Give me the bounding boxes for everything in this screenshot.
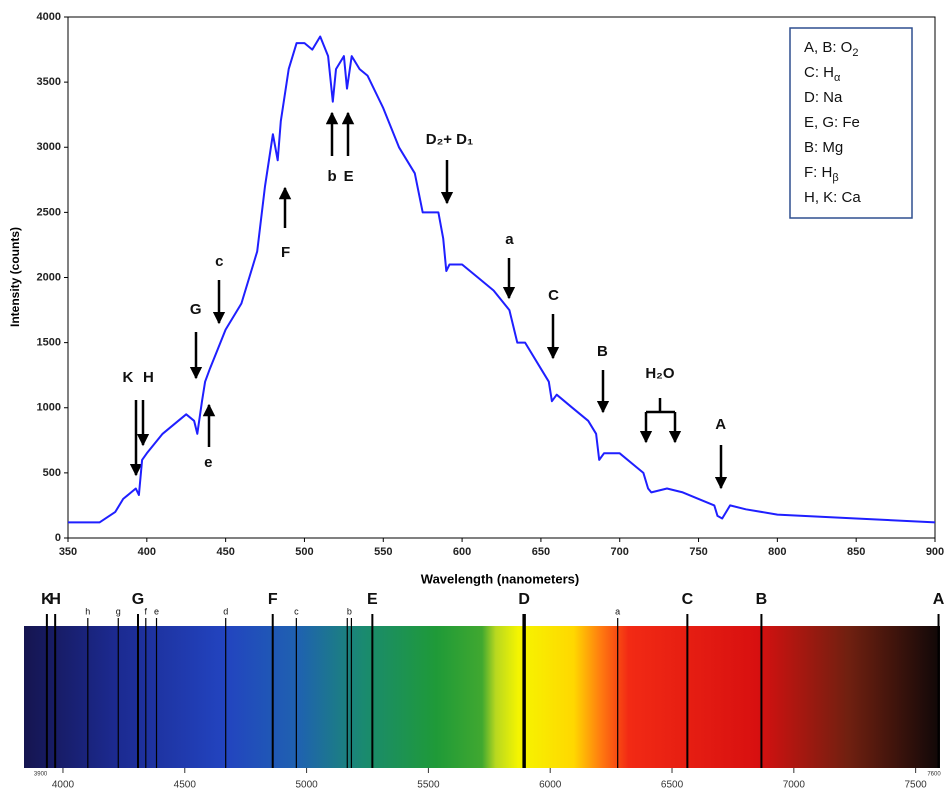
line-label: H [49,591,61,608]
legend-subscript: β [832,172,838,184]
line-label: h [85,606,90,616]
legend-text: C: H [804,64,834,81]
legend-entry: B: Mg [804,139,843,156]
line-label: c [294,606,299,616]
x-tick-label: 4000 [52,780,75,791]
legend-box [789,27,913,219]
y-tick-label: 2000 [37,271,61,283]
x-tick-label: 600 [453,546,471,558]
x-limit-label: 3900 [34,772,48,778]
legend-text: E, G: Fe [804,114,860,131]
x-tick-label: 450 [216,546,234,558]
line-label: f [145,606,148,616]
y-tick-label: 0 [55,532,61,544]
annotation: c [215,253,223,270]
x-tick-label: 750 [689,546,707,558]
x-tick-label: 6500 [661,780,684,791]
annotation: H₂O [645,365,674,382]
spectrum-strip [24,626,940,768]
legend-entry: A, B: O2 [804,39,858,59]
line-label: F [268,591,278,608]
x-tick-label: 550 [374,546,392,558]
x-tick-label: 500 [295,546,313,558]
annotation: D₂+ D₁ [426,131,473,148]
y-tick-label: 2500 [37,206,61,218]
line-label: G [132,591,144,608]
y-tick-label: 500 [43,467,61,479]
annotation: e [204,454,212,471]
legend-subscript: 2 [852,47,858,59]
line-label: A [933,591,945,608]
x-tick-label: 350 [59,546,77,558]
x-tick-label: 700 [611,546,629,558]
x-axis-title: Wavelength (nanometers) [421,571,579,586]
legend-entry: F: Hβ [804,164,839,184]
data-line [68,35,936,524]
line-label: b [347,606,352,616]
annotation: H [143,369,154,386]
annotation: A [715,416,726,433]
annotation: B [597,343,608,360]
x-tick-label: 850 [847,546,865,558]
legend-entry: H, K: Ca [804,189,861,206]
legend-entry: D: Na [804,89,843,106]
x-tick-label: 650 [532,546,550,558]
annotation: C [548,287,559,304]
bracket [646,398,675,414]
legend-text: H, K: Ca [804,189,861,206]
line-label: K [41,591,53,608]
legend-text: F: H [804,164,832,181]
x-tick-label: 5500 [417,780,440,791]
x-tick-label: 4500 [174,780,197,791]
legend-entry: C: Hα [804,64,841,84]
annotation: G [190,301,202,318]
legend-text: A, B: O [804,39,852,56]
legend-entry: E, G: Fe [804,114,860,131]
line-label: E [367,591,378,608]
x-tick-label: 900 [926,546,944,558]
y-tick-label: 1000 [37,402,61,414]
x-tick-label: 7000 [783,780,806,791]
legend-text: D: Na [804,89,843,106]
y-tick-label: 1500 [37,337,61,349]
line-label: B [756,591,768,608]
arrows [129,111,728,490]
y-tick-label: 3000 [37,141,61,153]
x-tick-label: 6000 [539,780,562,791]
line-label: d [223,606,228,616]
annotation: b [327,168,336,185]
y-tick-label: 3500 [37,76,61,88]
x-tick-label: 800 [768,546,786,558]
line-label: C [682,591,694,608]
line-label: e [154,606,159,616]
legend-text: B: Mg [804,139,843,156]
x-tick-label: 7500 [905,780,928,791]
x-tick-label: 5000 [295,780,318,791]
annotation: E [344,168,354,185]
annotation: F [281,244,290,261]
line-label: D [518,591,530,608]
y-axis-title: Intensity (counts) [8,227,22,327]
annotation: K [122,369,133,386]
line-label: g [116,606,121,616]
y-tick-label: 4000 [37,11,61,23]
x-limit-label: 7600 [927,772,941,778]
legend-subscript: α [834,72,841,84]
annotation: a [505,231,514,248]
x-tick-label: 400 [138,546,156,558]
line-label: a [615,606,620,616]
